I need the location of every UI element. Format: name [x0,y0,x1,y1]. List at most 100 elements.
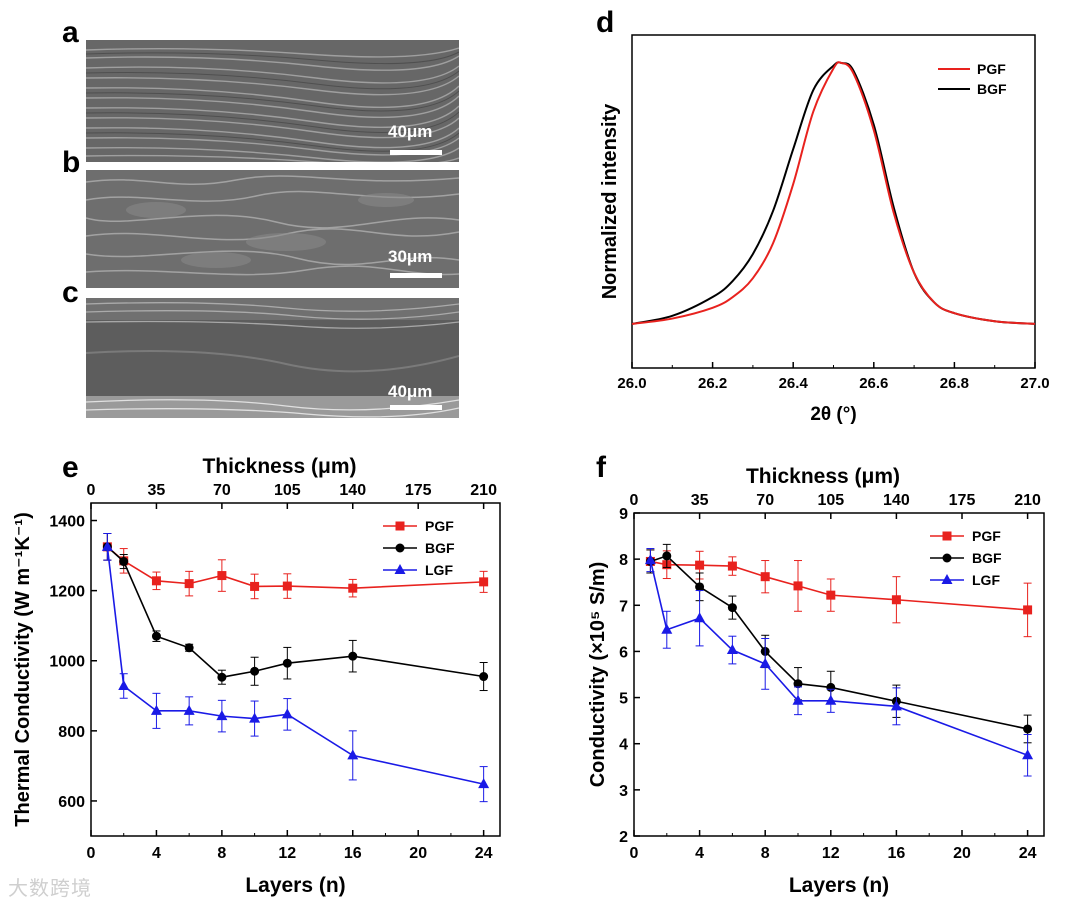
chart-f-x2tick-label: 140 [883,492,910,509]
chart-f-point-pgf [695,560,705,570]
chart-e-xtick-label: 8 [217,845,226,862]
chart-e-point-lgf [249,712,261,723]
chart-f-series-pgf [645,549,1033,638]
chart-f-ytick-label: 2 [619,829,628,846]
panel-label-e: e [62,451,79,484]
chart-e-x2tick-label: 35 [148,482,166,499]
chart-d-legend-label: BGF [977,81,1007,97]
chart-d: 26.0 26.2 26.4 26.6 26.8 27.0 2θ (°) Normalized… [599,34,1050,425]
chart-e-point-bgf [250,666,260,676]
chart-e: 0 4 8 12 16 20 24 0 35 70 105 140 175 210 600 800 1000 12… [12,455,501,897]
chart-f-xtick-label: 12 [822,845,840,862]
chart-e-legend-label: LGF [425,562,453,578]
chart-f-x2tick-label: 210 [1014,492,1041,509]
chart-f-x2tick-label: 70 [756,492,774,509]
chart-e-point-bgf [119,557,129,567]
chart-f-point-bgf [662,551,672,561]
chart-f-point-pgf [727,561,737,571]
chart-e-series-bgf [102,532,489,692]
chart-f-line-lgf [649,559,1028,756]
chart-f-xtick-label: 8 [761,845,770,862]
chart-f-point-pgf [1023,605,1033,615]
scale-bar-b [390,273,442,278]
chart-e-xtick-label: 12 [278,845,296,862]
sem-image-c [86,298,459,418]
chart-d-xtick-label: 26.8 [940,375,969,392]
chart-f-point-bgf [727,603,737,613]
chart-e-point-pgf [151,576,161,586]
chart-e-x2tick-label: 0 [87,482,96,499]
chart-e-legend-marker [395,521,405,531]
chart-f-x2tick-label: 175 [949,492,976,509]
chart-e-point-pgf [282,581,292,591]
panel-label-d: d [596,6,614,39]
panel-label-b: b [62,146,81,179]
chart-e-line-lgf [106,546,484,785]
chart-f-point-bgf [695,582,705,592]
chart-f-legend-label: PGF [972,528,1001,544]
chart-f-xtick-label: 4 [695,845,704,862]
chart-d-series-bgf [631,61,1036,325]
chart-e-legend-marker [395,543,405,553]
chart-f-point-lgf [661,623,673,634]
chart-e-point-lgf [281,708,293,719]
watermark: 大数跨境 [8,878,92,900]
chart-f-xtick-label: 0 [630,845,639,862]
sem-image-a [86,40,459,162]
chart-e-xtick-label: 0 [87,845,96,862]
chart-e-point-bgf [217,672,227,682]
chart-e-legend-label: PGF [425,518,454,534]
chart-f-ytick-label: 3 [619,783,628,800]
chart-d-legend-label: PGF [977,61,1006,77]
scale-label-b: 30μm [388,247,433,266]
chart-f-x2tick-label: 35 [691,492,709,509]
chart-e-point-lgf [150,704,162,715]
chart-d-xtick-label: 27.0 [1020,375,1049,392]
panel-label-f: f [596,451,607,484]
chart-e-point-lgf [118,679,130,690]
chart-d-ylabel: Normalized intensity [599,103,621,299]
chart-e-ylabel: Thermal Conductivity (W m⁻¹K⁻¹) [12,512,34,826]
chart-e-x2label: Thickness (μm) [202,455,356,478]
panel-label-c: c [62,276,79,309]
chart-f-legend-label: LGF [972,572,1000,588]
chart-e-x2tick-label: 70 [213,482,231,499]
chart-f-ytick-label: 8 [619,552,628,569]
chart-e-x2tick-label: 140 [339,482,366,499]
chart-e-xtick-label: 4 [152,845,161,862]
chart-e-point-bgf [479,672,489,682]
sem-image-b-texture [86,170,459,288]
panel-label-a: a [62,16,79,49]
chart-f-ytick-label: 4 [619,737,628,754]
chart-f-x2tick-label: 0 [630,492,639,509]
chart-e-xtick-label: 16 [344,845,362,862]
chart-e-x2tick-label: 210 [470,482,497,499]
chart-e-point-bgf [151,631,161,641]
chart-f-legend-marker [941,574,953,584]
chart-f: 0 4 8 12 16 20 24 0 35 70 105 140 175 210 2 3 4 5 6 7 8 9 Laye… [587,465,1045,897]
chart-d-xtick-label: 26.4 [779,375,809,392]
chart-e-point-lgf [216,710,228,721]
chart-e-point-bgf [184,643,194,653]
chart-e-legend-marker [394,564,406,574]
chart-f-xlabel: Layers (n) [789,874,889,897]
chart-e-point-pgf [250,581,260,591]
chart-e-point-pgf [217,571,227,581]
chart-f-legend-marker [942,531,952,541]
chart-e-ytick-label: 600 [58,794,85,811]
chart-e-ytick-label: 800 [58,724,85,741]
scale-label-c: 40μm [388,382,433,401]
scale-bar-c [390,405,442,410]
chart-e-point-bgf [282,658,292,668]
chart-f-point-lgf [890,700,902,711]
chart-f-ytick-label: 5 [619,691,628,708]
chart-f-legend-label: BGF [972,550,1002,566]
chart-e-point-pgf [348,583,358,593]
chart-f-ytick-label: 9 [619,506,628,523]
scale-bar-a [390,150,442,155]
chart-e-frame [90,502,501,837]
chart-f-point-bgf [1023,724,1033,734]
chart-f-legend-marker [942,553,952,563]
chart-d-xlabel: 2θ (°) [810,404,856,425]
